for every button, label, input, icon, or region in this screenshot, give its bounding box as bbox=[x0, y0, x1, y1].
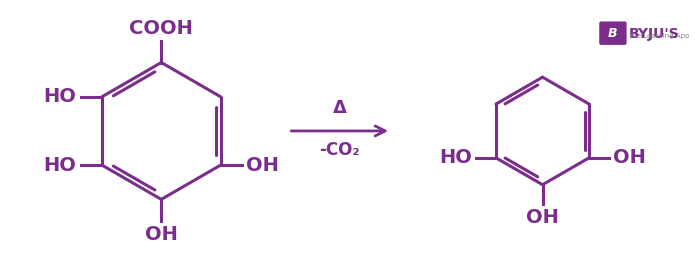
Text: HO: HO bbox=[43, 87, 76, 106]
Text: B: B bbox=[608, 27, 617, 40]
Text: OH: OH bbox=[526, 208, 559, 227]
Text: -CO₂: -CO₂ bbox=[319, 141, 360, 159]
Text: HO: HO bbox=[440, 148, 473, 167]
Text: The Learning App: The Learning App bbox=[629, 33, 690, 39]
Text: COOH: COOH bbox=[130, 19, 193, 38]
Text: BYJU'S: BYJU'S bbox=[629, 27, 679, 41]
Text: OH: OH bbox=[612, 148, 645, 167]
Text: OH: OH bbox=[246, 156, 279, 175]
Text: Δ: Δ bbox=[332, 99, 346, 117]
Text: OH: OH bbox=[145, 225, 178, 244]
Text: HO: HO bbox=[43, 156, 76, 175]
FancyBboxPatch shape bbox=[599, 22, 626, 45]
